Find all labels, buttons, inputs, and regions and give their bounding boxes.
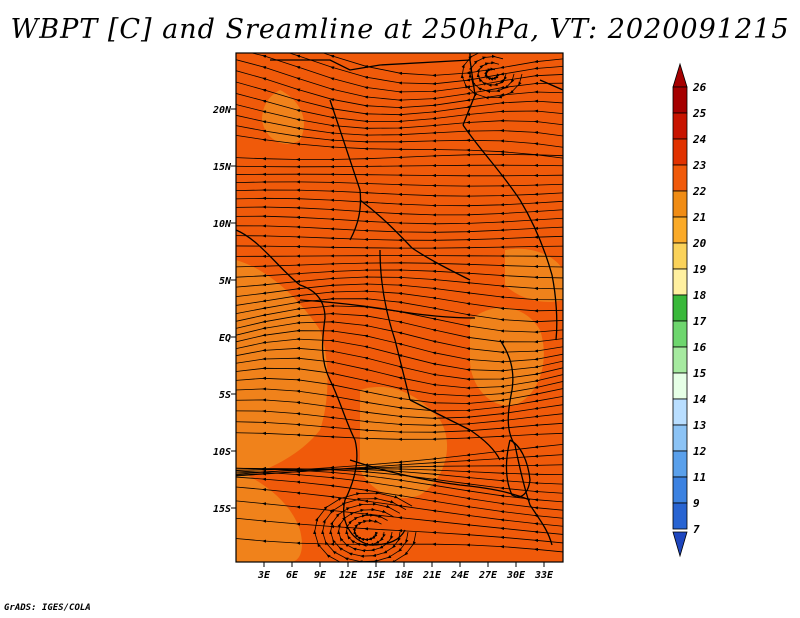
colorbar-bottom-arrow	[672, 531, 688, 558]
coastlines	[236, 53, 563, 546]
chart-title: WBPT [C] and Sreamline at 250hPa, VT: 20…	[10, 14, 790, 45]
colorbar-label: 15	[693, 367, 707, 380]
streamline	[236, 253, 563, 258]
lon-label: 27E	[478, 570, 498, 581]
streamline	[236, 244, 563, 250]
streamline	[236, 188, 563, 198]
lon-label: 21E	[422, 570, 442, 581]
colorbar: 26 25 24 23 22 21 20 19 18 17 16 15 14 1…	[672, 62, 707, 558]
colorbar-bin	[672, 190, 688, 218]
lon-label: 12E	[339, 570, 358, 581]
colorbar-label: 13	[693, 419, 707, 432]
streamline	[313, 491, 417, 562]
colorbar-bin	[672, 164, 688, 192]
lat-label: 10N	[213, 219, 232, 230]
colorbar-label: 11	[693, 471, 706, 484]
streamline	[236, 180, 563, 188]
lon-label: 9E	[314, 570, 327, 581]
lon-label: 18E	[395, 570, 414, 581]
colorbar-label: 19	[693, 263, 707, 276]
colorbar-bin	[672, 294, 688, 322]
colorbar-label: 16	[693, 341, 707, 354]
lat-label: 5S	[219, 390, 231, 401]
streamline	[236, 205, 563, 217]
colorbar-top-arrow	[672, 62, 688, 88]
colorbar-bin	[672, 450, 688, 478]
streamline	[236, 224, 563, 234]
streamline	[236, 134, 563, 159]
colorbar-bin	[672, 424, 688, 452]
colorbar-label: 26	[692, 81, 707, 94]
colorbar-bin	[672, 242, 688, 270]
colorbar-label: 20	[692, 237, 707, 250]
colorbar-label: 7	[693, 523, 700, 536]
grads-credit: GrADS: IGES/COLA	[4, 603, 91, 613]
colorbar-bin	[672, 138, 688, 166]
map-panel	[231, 52, 564, 567]
colorbar-bin	[672, 398, 688, 426]
colorbar-label: 21	[692, 211, 706, 224]
streamline	[236, 261, 563, 269]
lon-label: 15E	[367, 570, 386, 581]
map-frame	[235, 52, 564, 563]
lon-label: 33E	[534, 570, 554, 581]
axis-ticks	[231, 108, 545, 567]
colorbar-label: 18	[693, 289, 707, 302]
lat-label: 10S	[213, 447, 231, 458]
streamline	[236, 163, 563, 169]
colorbar-bin	[672, 476, 688, 504]
colorbar-bin	[672, 268, 688, 296]
colorbar-bin	[672, 346, 688, 374]
lon-label: 3E	[257, 570, 271, 581]
lat-label: 15N	[213, 162, 232, 173]
streamline	[236, 196, 563, 208]
lat-label: EQ	[219, 333, 231, 344]
lon-label: 30E	[506, 570, 526, 581]
streamline	[460, 53, 523, 100]
colorbar-label: 12	[693, 445, 707, 458]
lat-label: 20N	[212, 105, 232, 116]
colorbar-label: 9	[693, 497, 700, 510]
streamline	[236, 152, 563, 162]
lon-label: 6E	[286, 570, 299, 581]
lon-label: 24E	[450, 570, 470, 581]
colorbar-bin	[672, 216, 688, 244]
colorbar-label: 14	[693, 393, 707, 406]
colorbar-label: 22	[692, 185, 707, 198]
colorbar-label: 23	[692, 159, 707, 172]
lat-label: 15S	[213, 504, 231, 515]
colorbar-bin	[672, 372, 688, 400]
colorbar-label: 25	[692, 107, 707, 120]
streamline	[236, 234, 563, 242]
colorbar-bin	[672, 320, 688, 348]
colorbar-bin	[672, 112, 688, 140]
colorbar-label: 17	[693, 315, 707, 328]
streamline	[236, 431, 563, 441]
colorbar-bin	[672, 502, 688, 530]
streamline	[236, 172, 563, 178]
streamlines	[236, 53, 563, 562]
colorbar-label: 24	[692, 133, 707, 146]
lat-label: 5N	[219, 276, 232, 287]
colorbar-bin	[672, 86, 688, 114]
streamline	[236, 214, 563, 226]
